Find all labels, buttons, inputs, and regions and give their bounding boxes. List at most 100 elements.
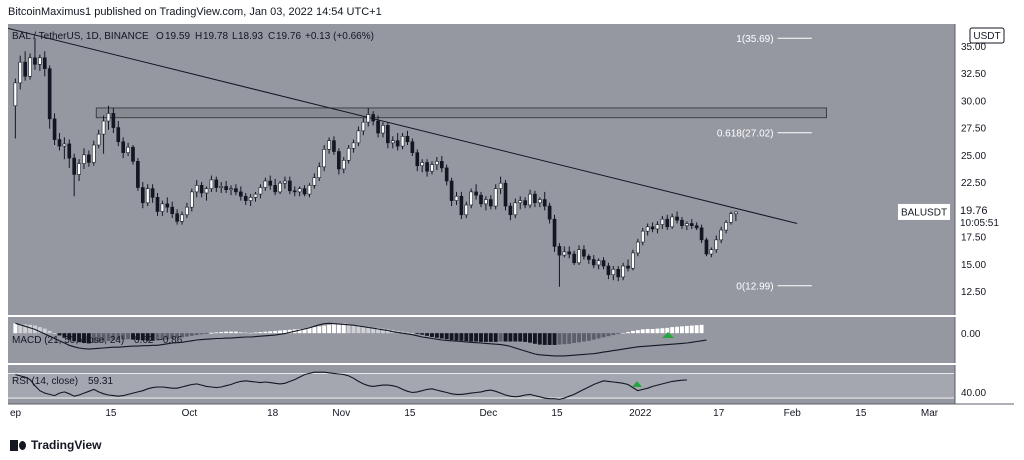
macd-histogram-bar — [189, 333, 194, 336]
time-tick-label: Dec — [479, 408, 497, 419]
macd-histogram-bar — [116, 333, 121, 340]
candle-body — [341, 159, 346, 170]
candle-body — [685, 223, 689, 226]
macd-histogram-bar — [82, 333, 86, 344]
candle-body — [180, 214, 184, 222]
candle-body — [675, 216, 679, 221]
macd-line — [15, 322, 707, 357]
candle-body — [724, 222, 728, 231]
macd-histogram-bar — [229, 331, 233, 334]
candle-body — [96, 133, 101, 146]
candle-body — [435, 161, 439, 165]
candle-body — [734, 211, 738, 215]
macd-histogram-bar — [219, 332, 224, 334]
candle-body — [631, 252, 635, 269]
macd-histogram-bar — [322, 325, 327, 334]
candle-body — [283, 180, 287, 184]
legend-open-value: 19.59 — [165, 31, 190, 42]
candle-body — [307, 185, 312, 195]
candle-body — [645, 226, 650, 232]
legend-low-value: 18.93 — [238, 31, 263, 42]
candle-body — [302, 188, 307, 195]
macd-histogram-bar — [665, 327, 670, 334]
macd-histogram-bar — [72, 333, 77, 342]
macd-histogram-bar — [150, 333, 155, 341]
candle-body — [140, 187, 145, 204]
candle-body — [337, 151, 341, 170]
macd-histogram-bar — [282, 330, 287, 334]
rsi-value: 59.31 — [88, 376, 113, 387]
macd-value-2: −0.86 — [157, 335, 183, 346]
macd-histogram-bar — [67, 333, 72, 340]
macd-histogram-bar — [121, 333, 126, 340]
macd-histogram-bar — [263, 331, 268, 334]
candle-body — [439, 161, 444, 169]
candle-body — [547, 205, 552, 220]
macd-histogram-bar — [591, 333, 596, 340]
candle-body — [680, 219, 684, 226]
currency-label: USDT — [973, 31, 1000, 42]
footer-brand-label: TradingView — [31, 438, 102, 452]
macd-histogram-bar — [233, 331, 238, 334]
macd-histogram-bar — [140, 333, 145, 341]
candle-body — [587, 255, 591, 260]
candle-body — [33, 57, 37, 65]
macd-histogram-bar — [361, 326, 366, 334]
macd-histogram-bar — [248, 332, 253, 334]
legend-close-label: C — [268, 31, 275, 42]
macd-histogram-bar — [302, 328, 307, 334]
macd-histogram-bar — [699, 324, 704, 334]
macd-histogram-bar — [381, 328, 385, 334]
price-tick-label: 30.00 — [961, 96, 986, 107]
macd-histogram-bar — [655, 328, 660, 334]
bar-countdown: 10:05:51 — [960, 218, 999, 229]
last-price-box — [956, 202, 1014, 231]
macd-histogram-bar — [537, 333, 542, 345]
macd-histogram-bar — [126, 333, 131, 340]
macd-histogram-bar — [444, 333, 449, 340]
macd-histogram-bar — [327, 324, 332, 334]
candle-body — [47, 68, 52, 120]
candle-body — [77, 163, 81, 175]
macd-histogram-bar — [96, 333, 101, 343]
candle-body — [194, 185, 199, 193]
candle-body — [395, 140, 400, 147]
currency-badge[interactable] — [969, 27, 1005, 44]
candle-body — [689, 223, 694, 226]
candle-body — [449, 180, 454, 201]
macd-histogram-bar — [532, 333, 537, 344]
candle-body — [234, 188, 238, 193]
legend-symbol: BAL / TetherUS, 1D, BINANCE — [12, 31, 149, 42]
macd-histogram-bar — [405, 332, 410, 334]
footer-brand[interactable]: TradingView — [10, 438, 101, 452]
price-tick-label: 27.50 — [961, 124, 986, 135]
candle-body — [518, 200, 523, 204]
macd-histogram-bar — [57, 333, 62, 336]
macd-histogram-bar — [680, 326, 684, 334]
plot-background — [8, 24, 955, 404]
candle-body — [111, 113, 116, 128]
macd-histogram-bar — [483, 333, 488, 342]
candle-body — [189, 191, 194, 208]
price-tick-label: 15.00 — [961, 260, 986, 271]
macd-histogram-bar — [420, 333, 425, 335]
candle-body — [523, 200, 527, 206]
candle-body — [537, 199, 542, 204]
candle-body — [366, 114, 371, 123]
macd-histogram-bar — [503, 333, 508, 342]
macd-histogram-bar — [184, 333, 189, 337]
macd-histogram-bar — [650, 329, 655, 334]
candle-body — [660, 218, 665, 225]
candle-body — [488, 199, 493, 207]
macd-histogram-bar — [479, 333, 483, 342]
candle-body — [346, 147, 351, 161]
candle-body — [454, 195, 459, 201]
macd-histogram-bar — [62, 333, 67, 338]
candle-body — [640, 230, 645, 243]
time-tick-label: Feb — [784, 408, 802, 419]
candle-body — [72, 157, 76, 175]
price-chart[interactable]: 1(35.69) 0.618(27.02) 0(12.99) 35.00 32.50 3… — [7, 24, 1014, 424]
macd-histogram-bar — [596, 333, 601, 339]
candle-body — [665, 218, 670, 228]
macd-histogram-bar — [606, 333, 611, 337]
